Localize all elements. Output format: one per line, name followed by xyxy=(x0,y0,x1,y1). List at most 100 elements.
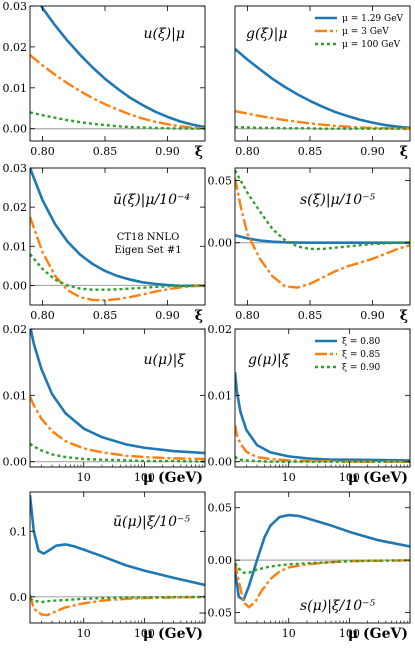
x-axis-label: μ (GeV) xyxy=(143,626,203,642)
series-line-1 xyxy=(235,47,410,130)
legend-label: ξ = 0.90 xyxy=(342,363,381,373)
axes-frame xyxy=(29,328,206,468)
legend-label: ξ = 0.80 xyxy=(342,337,381,347)
y-tick-label: 0.05 xyxy=(208,174,233,187)
y-tick-label: 0.01 xyxy=(3,389,28,402)
legend-label: ξ = 0.85 xyxy=(342,350,381,360)
x-axis-label: ξ xyxy=(400,144,408,160)
series-line-1 xyxy=(30,495,205,587)
panel-title: g(μ)|ξ xyxy=(248,352,291,368)
y-tick-label: 0.02 xyxy=(3,323,28,336)
x-tick-label: 100 xyxy=(339,627,360,640)
x-tick-label: 0.85 xyxy=(93,145,118,158)
series-line-2 xyxy=(30,396,205,461)
panel-title: g(ξ)|μ xyxy=(246,26,287,42)
series-line-1 xyxy=(39,6,205,129)
x-tick-label: 0.85 xyxy=(298,145,323,158)
x-tick-label: 100 xyxy=(339,471,360,484)
panel-title: u(μ)|ξ xyxy=(144,352,187,368)
y-tick-label: 0.00 xyxy=(208,554,233,567)
x-tick-label: 0.90 xyxy=(360,145,385,158)
series-line-1 xyxy=(235,233,410,245)
panel-title: s(ξ)|μ/10⁻⁵ xyxy=(300,192,376,208)
series-line-3 xyxy=(235,125,410,130)
legend: ξ = 0.80 ξ = 0.85 ξ = 0.90 xyxy=(315,337,381,373)
x-axis-label: μ (GeV) xyxy=(348,626,408,642)
series-line-2 xyxy=(235,177,410,289)
x-tick-label: 0.80 xyxy=(30,309,55,322)
axes-frame xyxy=(234,5,411,142)
panel-p8: 10 100 −0.05 0.00 0.05 μ (GeV) s(μ)|ξ/10⁻⁵ xyxy=(198,491,411,642)
axes-frame xyxy=(234,167,411,306)
x-tick-label: 0.80 xyxy=(235,145,260,158)
legend-label: μ = 100 GeV xyxy=(342,40,401,50)
panel-title: ū(μ)|ξ/10⁻⁵ xyxy=(113,514,190,530)
x-tick-label: 10 xyxy=(282,627,296,640)
panel-p3: 0.80 0.85 0.90 0.00 0.01 0.02 0.03 ξ ū(ξ)|μ/10⁻⁴… xyxy=(3,162,206,324)
series-line-2 xyxy=(235,424,410,463)
panel-title: u(ξ)|μ xyxy=(144,26,185,42)
pdf-set-annotation: CT18 NNLO xyxy=(117,232,180,243)
x-tick-label: 0.90 xyxy=(155,309,180,322)
x-tick-label: 100 xyxy=(134,471,155,484)
panel-title: ū(ξ)|μ/10⁻⁴ xyxy=(113,192,190,208)
series-line-3 xyxy=(235,169,410,251)
axes-frame xyxy=(29,167,206,306)
x-axis-label: ξ xyxy=(195,308,203,324)
series-line-1 xyxy=(30,168,205,288)
axes-frame xyxy=(29,491,206,624)
y-tick-label: 0.00 xyxy=(3,123,28,136)
y-tick-label: −0.05 xyxy=(198,607,232,620)
x-tick-label: 0.85 xyxy=(298,309,323,322)
panel-p7: 10 100 0.0 0.1 μ (GeV) ū(μ)|ξ/10⁻⁵ xyxy=(10,491,206,642)
series-line-2 xyxy=(30,216,205,302)
y-tick-label: 0.00 xyxy=(208,237,233,250)
x-tick-label: 0.90 xyxy=(155,145,180,158)
x-tick-label: 10 xyxy=(77,627,91,640)
x-axis-label: μ (GeV) xyxy=(348,470,408,486)
axes-frame xyxy=(234,328,411,468)
panel-p1: 0.80 0.85 0.90 0.00 0.01 0.02 0.03 ξ u(ξ)|μ xyxy=(3,0,206,160)
legend-label: μ = 1.29 GeV xyxy=(342,14,404,24)
axes-frame xyxy=(29,5,206,142)
x-axis-label: ξ xyxy=(195,144,203,160)
x-tick-label: 0.85 xyxy=(93,309,118,322)
pdf-set-annotation: Eigen Set #1 xyxy=(114,245,181,256)
y-tick-label: 0.00 xyxy=(208,456,233,469)
series-line-1 xyxy=(235,513,410,602)
x-axis-label: μ (GeV) xyxy=(143,470,203,486)
series-line-3 xyxy=(235,559,410,574)
y-tick-label: 0.1 xyxy=(10,525,28,538)
y-tick-label: 0.05 xyxy=(208,502,233,515)
legend-label: μ = 3 GeV xyxy=(342,27,389,37)
y-tick-label: 0.03 xyxy=(3,162,28,175)
y-tick-label: 0.00 xyxy=(3,279,28,292)
y-tick-label: 0.01 xyxy=(3,82,28,95)
x-tick-label: 10 xyxy=(77,471,91,484)
x-tick-label: 0.80 xyxy=(30,145,55,158)
panel-title: s(μ)|ξ/10⁻⁵ xyxy=(300,598,376,614)
series-line-3 xyxy=(30,253,205,291)
y-tick-label: 0.0 xyxy=(10,591,28,604)
legend: μ = 1.29 GeV μ = 3 GeV μ = 100 GeV xyxy=(315,14,404,50)
series-line-3 xyxy=(30,442,205,463)
x-axis-label: ξ xyxy=(400,308,408,324)
y-tick-label: 0.02 xyxy=(208,323,233,336)
panel-p4: 0.80 0.85 0.90 0.00 0.05 ξ s(ξ)|μ/10⁻⁵ xyxy=(208,167,411,324)
series-line-3 xyxy=(30,595,205,604)
y-tick-label: 0.02 xyxy=(3,41,28,54)
x-tick-label: 0.80 xyxy=(235,309,260,322)
series-line-3 xyxy=(235,455,410,463)
y-tick-label: 0.02 xyxy=(3,201,28,214)
series-line-2 xyxy=(30,54,205,130)
axes-frame xyxy=(234,491,411,624)
series-line-2 xyxy=(30,594,205,617)
x-tick-label: 0.90 xyxy=(360,309,385,322)
x-tick-label: 10 xyxy=(282,471,296,484)
y-tick-label: 0.01 xyxy=(3,240,28,253)
y-tick-label: 0.01 xyxy=(208,389,233,402)
x-tick-label: 100 xyxy=(134,627,155,640)
series-line-1 xyxy=(30,329,205,455)
